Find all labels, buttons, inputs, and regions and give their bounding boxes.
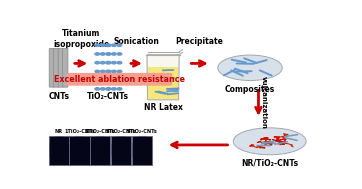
Text: vulcanization: vulcanization — [261, 76, 267, 129]
Circle shape — [117, 79, 122, 81]
Text: TiO₂-CNTs: TiO₂-CNTs — [87, 92, 129, 101]
Text: CNTs: CNTs — [48, 92, 69, 101]
Circle shape — [117, 70, 122, 73]
Text: Composites: Composites — [225, 85, 275, 94]
Bar — [111, 136, 131, 165]
Text: Precipitate: Precipitate — [176, 37, 223, 46]
Text: Sonication: Sonication — [114, 37, 159, 46]
Text: Excellent ablation resistance: Excellent ablation resistance — [54, 75, 185, 84]
FancyBboxPatch shape — [54, 48, 59, 87]
Circle shape — [106, 79, 111, 81]
Circle shape — [95, 70, 100, 73]
Circle shape — [101, 70, 105, 73]
Circle shape — [111, 79, 116, 81]
Ellipse shape — [233, 128, 306, 155]
Circle shape — [101, 88, 105, 90]
Circle shape — [117, 88, 122, 90]
Text: NR/TiO₂-CNTs: NR/TiO₂-CNTs — [241, 158, 298, 167]
FancyBboxPatch shape — [49, 48, 55, 87]
Polygon shape — [148, 67, 178, 99]
Circle shape — [95, 44, 100, 46]
FancyBboxPatch shape — [63, 48, 68, 87]
Circle shape — [95, 62, 100, 64]
Circle shape — [101, 62, 105, 64]
FancyBboxPatch shape — [67, 73, 172, 86]
Circle shape — [111, 53, 116, 55]
Text: NR Latex: NR Latex — [144, 103, 182, 112]
Circle shape — [95, 79, 100, 81]
Circle shape — [101, 44, 105, 46]
Circle shape — [106, 61, 111, 64]
Circle shape — [117, 53, 122, 55]
Text: 1TiO₂-CNTs: 1TiO₂-CNTs — [64, 129, 95, 134]
FancyBboxPatch shape — [58, 48, 63, 87]
Bar — [70, 136, 89, 165]
Circle shape — [95, 88, 100, 90]
Text: NR: NR — [55, 129, 63, 134]
Circle shape — [101, 53, 105, 55]
Text: Titanium
isopropoxide: Titanium isopropoxide — [53, 29, 109, 49]
Circle shape — [106, 88, 111, 90]
Circle shape — [111, 88, 116, 90]
Circle shape — [117, 62, 122, 64]
Circle shape — [106, 53, 111, 55]
Polygon shape — [147, 55, 179, 100]
Bar — [49, 136, 69, 165]
Circle shape — [101, 79, 105, 81]
Circle shape — [95, 53, 100, 55]
Text: 5TiO₂-CNTs: 5TiO₂-CNTs — [126, 129, 157, 134]
Text: 2TiO₂-CNTs: 2TiO₂-CNTs — [85, 129, 116, 134]
Circle shape — [106, 70, 111, 73]
Bar — [132, 136, 152, 165]
Circle shape — [106, 44, 111, 46]
Circle shape — [111, 62, 116, 64]
Circle shape — [111, 44, 116, 46]
Text: 3TiO₂-CNTs: 3TiO₂-CNTs — [106, 129, 136, 134]
Circle shape — [111, 70, 116, 73]
Bar — [90, 136, 110, 165]
Circle shape — [117, 44, 122, 46]
Ellipse shape — [218, 55, 282, 81]
